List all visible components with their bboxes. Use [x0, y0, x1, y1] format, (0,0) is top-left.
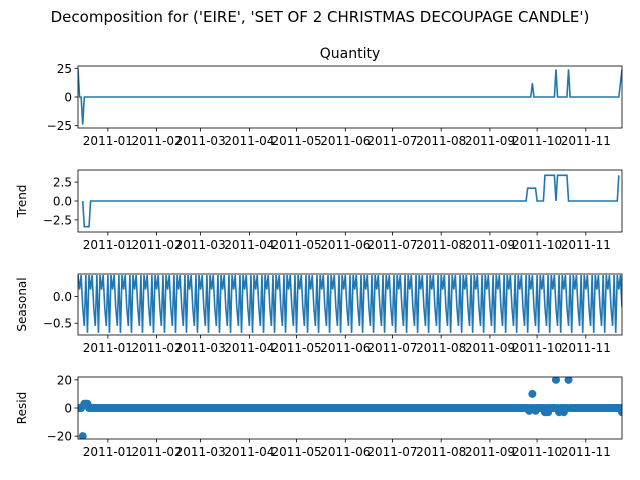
- panel-resid: 200−202011-012011-022011-032011-042011-0…: [15, 373, 623, 459]
- x-tick-label: 2011-08: [416, 134, 466, 148]
- x-tick-label: 2011-01: [83, 134, 133, 148]
- chart-panels: 250−252011-012011-022011-032011-042011-0…: [15, 46, 623, 459]
- y-tick-label: −2.5: [43, 213, 72, 227]
- x-tick-label: 2011-09: [465, 341, 515, 355]
- x-tick-label: 2011-03: [176, 341, 226, 355]
- x-tick-label: 2011-01: [83, 445, 133, 459]
- series-seasonal: [78, 274, 622, 333]
- x-tick-label: 2011-10: [512, 238, 562, 252]
- y-axis-label: Trend: [15, 185, 29, 219]
- panel-observed: 250−252011-012011-022011-032011-042011-0…: [47, 46, 623, 148]
- x-tick-label: 2011-02: [132, 445, 182, 459]
- x-tick-label: 2011-04: [224, 445, 274, 459]
- panel-seasonal: 0.0−0.52011-012011-022011-032011-042011-…: [15, 273, 623, 355]
- x-tick-label: 2011-03: [176, 134, 226, 148]
- x-tick-label: 2011-06: [320, 238, 370, 252]
- x-tick-label: 2011-03: [176, 445, 226, 459]
- axes-frame: [77, 273, 623, 336]
- y-tick-label: −20: [47, 430, 72, 444]
- x-tick-label: 2011-01: [83, 341, 133, 355]
- x-tick-label: 2011-05: [271, 445, 321, 459]
- x-tick-label: 2011-02: [132, 238, 182, 252]
- trend-line: [81, 174, 620, 228]
- x-tick-label: 2011-10: [512, 134, 562, 148]
- x-tick-label: 2011-07: [367, 238, 417, 252]
- x-tick-label: 2011-09: [465, 445, 515, 459]
- x-tick-label: 2011-08: [416, 445, 466, 459]
- y-tick-label: 25: [57, 62, 72, 76]
- panel-title: Quantity: [320, 46, 381, 62]
- x-tick-label: 2011-11: [561, 445, 611, 459]
- x-tick-label: 2011-07: [367, 445, 417, 459]
- x-tick-label: 2011-06: [320, 341, 370, 355]
- resid-point: [78, 432, 87, 439]
- x-tick-label: 2011-09: [465, 134, 515, 148]
- x-tick-label: 2011-07: [367, 134, 417, 148]
- x-tick-label: 2011-08: [416, 341, 466, 355]
- resid-point: [551, 377, 560, 384]
- y-tick-label: 2.5: [53, 176, 72, 190]
- resid-point: [564, 377, 573, 384]
- x-tick-label: 2011-04: [224, 341, 274, 355]
- x-tick-label: 2011-07: [367, 341, 417, 355]
- y-axis-label: Resid: [15, 392, 29, 424]
- x-tick-label: 2011-02: [132, 341, 182, 355]
- x-tick-label: 2011-04: [224, 238, 274, 252]
- y-tick-label: −0.5: [43, 317, 72, 331]
- x-tick-label: 2011-10: [512, 341, 562, 355]
- y-axis-label: Seasonal: [15, 277, 29, 331]
- figure-title: Decomposition for ('EIRE', 'SET OF 2 CHR…: [51, 8, 590, 26]
- seasonal-line: [78, 274, 622, 333]
- x-tick-label: 2011-09: [465, 238, 515, 252]
- x-tick-label: 2011-11: [561, 238, 611, 252]
- x-tick-label: 2011-06: [320, 134, 370, 148]
- x-tick-label: 2011-06: [320, 445, 370, 459]
- x-tick-label: 2011-02: [132, 134, 182, 148]
- x-tick-label: 2011-05: [271, 238, 321, 252]
- x-tick-label: 2011-11: [561, 134, 611, 148]
- x-tick-label: 2011-10: [512, 445, 562, 459]
- series-trend: [81, 174, 620, 228]
- resid-point: [618, 408, 622, 417]
- observed-line: [78, 69, 622, 125]
- resid-point: [528, 389, 537, 398]
- y-tick-label: 0: [64, 91, 72, 105]
- y-tick-label: 0: [64, 402, 72, 416]
- y-tick-label: 0.0: [53, 195, 72, 209]
- panel-trend: 2.50.0−2.52011-012011-022011-032011-0420…: [15, 169, 623, 252]
- x-tick-label: 2011-08: [416, 238, 466, 252]
- x-tick-label: 2011-05: [271, 341, 321, 355]
- series-resid: [78, 377, 622, 439]
- x-tick-label: 2011-11: [561, 341, 611, 355]
- y-tick-label: −25: [47, 119, 72, 133]
- x-tick-label: 2011-03: [176, 238, 226, 252]
- y-tick-label: 20: [57, 373, 72, 387]
- x-tick-label: 2011-04: [224, 134, 274, 148]
- y-tick-label: 0.0: [53, 290, 72, 304]
- series-observed: [78, 69, 622, 125]
- x-tick-label: 2011-01: [83, 238, 133, 252]
- x-tick-label: 2011-05: [271, 134, 321, 148]
